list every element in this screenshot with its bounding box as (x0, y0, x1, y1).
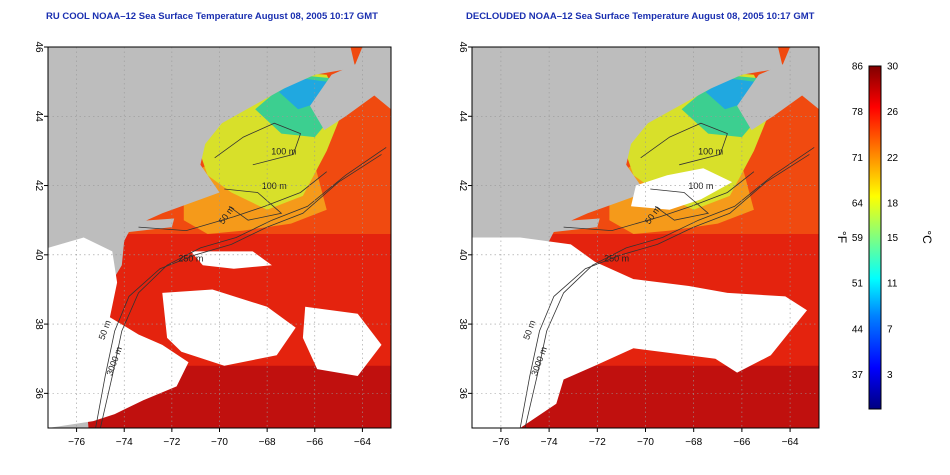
right-x-tick-label: −70 (637, 437, 654, 448)
right-x-tick-label: −72 (589, 437, 606, 448)
right-masked-cloud-0 (472, 237, 807, 428)
right-map-title: DECLOUDED NOAA–12 Sea Surface Temperatur… (466, 11, 815, 22)
left-bathymetry-contour (224, 188, 283, 221)
left-x-tick-label: −66 (306, 437, 323, 448)
colorbar-celsius-tick: 18 (887, 199, 899, 210)
colorbar-fahrenheit-tick: 59 (852, 233, 864, 244)
left-nova-scotia (310, 47, 391, 131)
left-bathymetry-contour (100, 147, 387, 428)
right-bathymetry-contour (563, 171, 755, 232)
right-bathymetry-contour (640, 122, 728, 166)
colorbar-fahrenheit-tick: 44 (852, 324, 864, 335)
right-contour-label: 250 m (604, 254, 629, 264)
left-y-tick-label: 44 (33, 111, 44, 123)
right-long-island (551, 218, 600, 233)
colorbar-celsius-tick: 22 (887, 153, 899, 164)
right-contour-label: 100 m (698, 146, 723, 156)
colorbar-fahrenheit-tick: 37 (852, 370, 864, 381)
left-x-tick-label: −76 (68, 437, 85, 448)
colorbar-celsius-tick: 3 (887, 370, 893, 381)
right-y-tick-label: 40 (457, 249, 468, 261)
right-x-tick-label: −76 (492, 437, 509, 448)
right-y-tick-label: 42 (457, 180, 468, 192)
temperature-colorbar: 86 30 78 26 71 22 64 18 59 15 51 11 44 7 37 3 °F °C (835, 62, 934, 410)
right-x-tick-label: −66 (733, 437, 750, 448)
colorbar-celsius-unit: °C (920, 230, 934, 244)
right-contour-label: 100 m (688, 181, 713, 191)
left-bathymetry-contour (138, 171, 327, 232)
colorbar-fahrenheit-tick: 51 (852, 279, 864, 290)
left-x-tick-label: −70 (211, 437, 228, 448)
right-us-coastline (472, 47, 783, 428)
colorbar-celsius-tick: 15 (887, 233, 899, 244)
right-y-tick-label: 46 (457, 41, 468, 53)
left-map-title: RU COOL NOAA–12 Sea Surface Temperature … (46, 11, 378, 22)
left-bathymetry-contour (214, 122, 302, 166)
left-x-tick-label: −64 (354, 437, 371, 448)
right-y-tick-label: 36 (457, 388, 468, 400)
left-contour-label: 100 m (271, 146, 296, 156)
colorbar-fahrenheit-tick: 64 (852, 199, 864, 210)
right-bathymetry-contour (650, 188, 710, 221)
colorbar-fahrenheit-tick: 78 (852, 107, 864, 118)
left-cloud-3 (190, 251, 272, 269)
colorbar-fahrenheit-tick: 86 (852, 62, 864, 73)
left-bathymetry-contour (95, 154, 382, 428)
left-y-tick-label: 38 (33, 319, 44, 331)
right-nova-scotia (737, 47, 819, 131)
right-y-tick-label: 44 (457, 111, 468, 123)
left-x-tick-label: −68 (259, 437, 276, 448)
left-x-tick-label: −72 (163, 437, 180, 448)
right-x-tick-label: −74 (541, 437, 558, 448)
colorbar-gradient (868, 65, 882, 410)
left-y-tick-label: 40 (33, 249, 44, 261)
right-masked-cloud-1 (631, 168, 733, 210)
right-bathymetry-contour (524, 147, 815, 428)
left-us-coastline (48, 47, 356, 428)
colorbar-fahrenheit-tick: 71 (852, 153, 864, 164)
colorbar-fahrenheit-unit: °F (835, 231, 849, 243)
colorbar-celsius-tick: 26 (887, 107, 899, 118)
left-y-tick-label: 46 (33, 41, 44, 53)
colorbar-celsius-tick: 11 (887, 279, 898, 290)
right-y-tick-label: 38 (457, 319, 468, 331)
left-contour-label: 100 m (262, 181, 287, 191)
left-contour-label: 250 m (178, 254, 203, 264)
right-x-tick-label: −68 (685, 437, 702, 448)
right-x-tick-label: −64 (782, 437, 799, 448)
colorbar-celsius-tick: 7 (887, 324, 893, 335)
left-x-tick-label: −74 (116, 437, 133, 448)
left-y-tick-label: 36 (33, 388, 44, 400)
left-long-island (126, 218, 175, 233)
left-cloud-1 (162, 289, 296, 366)
left-cloud-0 (48, 237, 189, 428)
colorbar-celsius-tick: 30 (887, 62, 899, 73)
left-y-tick-label: 42 (33, 180, 44, 192)
